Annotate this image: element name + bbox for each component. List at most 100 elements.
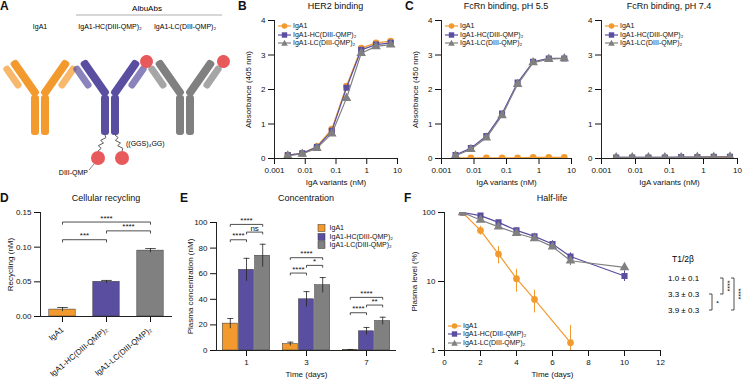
html-text:HER2 binding: HER2 binding (307, 1, 364, 11)
svg-text:IgA variants (nM): IgA variants (nM) (639, 178, 700, 187)
svg-text:10: 10 (620, 358, 629, 367)
svg-text:Plasma concentration (nM): Plasma concentration (nM) (186, 238, 195, 334)
svg-text:****: **** (240, 216, 252, 225)
svg-text:2: 2 (428, 85, 433, 94)
svg-text:10: 10 (427, 277, 436, 286)
svg-text:**: ** (371, 297, 377, 306)
svg-text:80: 80 (199, 244, 208, 253)
svg-text:*: * (713, 301, 720, 304)
svg-text:1: 1 (588, 120, 593, 129)
svg-text:****: **** (352, 304, 364, 313)
html-text:Half-life: Half-life (536, 193, 568, 203)
svg-text:3: 3 (261, 51, 266, 60)
svg-text:Absorbance (405 nm): Absorbance (405 nm) (244, 51, 253, 128)
svg-text:8: 8 (586, 358, 591, 367)
svg-text:0.01: 0.01 (628, 166, 644, 175)
svg-text:AlbuAbs: AlbuAbs (132, 4, 162, 13)
svg-text:Plasma level (%): Plasma level (%) (410, 251, 419, 311)
svg-text:0: 0 (588, 154, 593, 163)
html-text:Concentration: Concentration (278, 193, 334, 203)
svg-text:2: 2 (261, 85, 266, 94)
svg-text:2: 2 (588, 85, 593, 94)
svg-text:Absorbance (450 nm): Absorbance (450 nm) (411, 51, 420, 128)
svg-text:****: **** (360, 289, 372, 298)
html-text:Cellular recycling: Cellular recycling (71, 193, 141, 203)
svg-text:***: *** (80, 231, 89, 240)
svg-text:4: 4 (261, 16, 266, 25)
svg-text:0.00: 0.00 (16, 312, 32, 321)
svg-text:1: 1 (365, 166, 370, 175)
html-text:C: C (405, 0, 414, 13)
svg-text:0: 0 (442, 358, 447, 367)
svg-text:0.10: 0.10 (16, 243, 32, 252)
svg-text:IgA variants (nM): IgA variants (nM) (306, 178, 367, 187)
svg-text:1: 1 (428, 120, 433, 129)
svg-text:10: 10 (393, 166, 402, 175)
svg-text:Recycling (nM): Recycling (nM) (6, 237, 15, 291)
html-text:FcRn binding, pH 5.5: FcRn binding, pH 5.5 (463, 1, 549, 11)
svg-text:3.3 ± 0.3: 3.3 ± 0.3 (668, 290, 700, 299)
svg-text:0.001: 0.001 (264, 166, 285, 175)
svg-text:1: 1 (431, 346, 436, 355)
svg-text:3: 3 (428, 51, 433, 60)
html-text:FcRn binding, pH 7.4: FcRn binding, pH 7.4 (626, 1, 712, 11)
svg-text:3: 3 (588, 51, 593, 60)
svg-text:3.9 ± 0.3: 3.9 ± 0.3 (668, 306, 700, 315)
svg-text:0.1: 0.1 (501, 166, 513, 175)
svg-text:1: 1 (261, 120, 266, 129)
svg-text:Time (days): Time (days) (532, 370, 574, 379)
svg-text:100: 100 (194, 218, 208, 227)
svg-text:IgA variants (nM): IgA variants (nM) (476, 178, 537, 187)
svg-text:****: **** (724, 281, 731, 292)
svg-text:12: 12 (656, 358, 665, 367)
svg-text:****: **** (735, 289, 742, 300)
svg-text:0: 0 (261, 154, 266, 163)
svg-text:IgA1-LC(DIII-QMP)₂: IgA1-LC(DIII-QMP)₂ (93, 325, 153, 378)
svg-text:4: 4 (514, 358, 519, 367)
svg-text:10: 10 (567, 166, 576, 175)
svg-text:40: 40 (199, 295, 208, 304)
svg-text:Time (days): Time (days) (286, 370, 328, 379)
svg-text:****: **** (292, 265, 304, 274)
svg-text:1: 1 (244, 358, 249, 367)
svg-text:0.15: 0.15 (16, 208, 32, 217)
svg-text:20: 20 (199, 320, 208, 329)
svg-text:2: 2 (478, 358, 483, 367)
svg-text:0.01: 0.01 (466, 166, 482, 175)
svg-text:0: 0 (428, 154, 433, 163)
svg-text:0.1: 0.1 (330, 166, 342, 175)
svg-text:1.0 ± 0.1: 1.0 ± 0.1 (668, 274, 700, 283)
svg-text:0: 0 (203, 346, 208, 355)
html-text:A: A (0, 0, 9, 13)
svg-text:****: **** (100, 214, 112, 223)
svg-text:0.1: 0.1 (664, 166, 676, 175)
svg-text:DIII-QMP: DIII-QMP (59, 169, 88, 177)
svg-text:IgA1: IgA1 (47, 325, 66, 343)
svg-text:IgA1-LC(DIII-QMP)₂: IgA1-LC(DIII-QMP)₂ (154, 23, 217, 31)
svg-text:*: * (313, 257, 316, 266)
svg-text:1: 1 (537, 166, 542, 175)
svg-text:3: 3 (304, 358, 309, 367)
svg-text:0.001: 0.001 (431, 166, 452, 175)
svg-text:4: 4 (588, 16, 593, 25)
svg-text:0.05: 0.05 (16, 277, 32, 286)
svg-text:((GGS)₄GG): ((GGS)₄GG) (126, 140, 165, 148)
svg-text:6: 6 (550, 358, 555, 367)
svg-text:ns: ns (250, 224, 258, 233)
svg-text:60: 60 (199, 269, 208, 278)
svg-text:4: 4 (428, 16, 433, 25)
svg-text:7: 7 (364, 358, 369, 367)
svg-text:****: **** (300, 249, 312, 258)
svg-text:IgA1-HC(DIII-QMP)₂: IgA1-HC(DIII-QMP)₂ (78, 23, 142, 31)
svg-text:10: 10 (733, 166, 742, 175)
svg-text:****: **** (232, 231, 244, 240)
svg-text:0.01: 0.01 (297, 166, 313, 175)
svg-text:IgA1-HC(DIII-QMP)₂: IgA1-HC(DIII-QMP)₂ (48, 325, 110, 379)
svg-text:T1/2β: T1/2β (672, 254, 694, 264)
html-text:B: B (238, 0, 247, 13)
svg-text:IgA1: IgA1 (33, 23, 48, 31)
svg-text:****: **** (122, 222, 134, 231)
svg-text:0.001: 0.001 (591, 166, 612, 175)
svg-text:1: 1 (701, 166, 706, 175)
svg-text:100: 100 (422, 208, 436, 217)
